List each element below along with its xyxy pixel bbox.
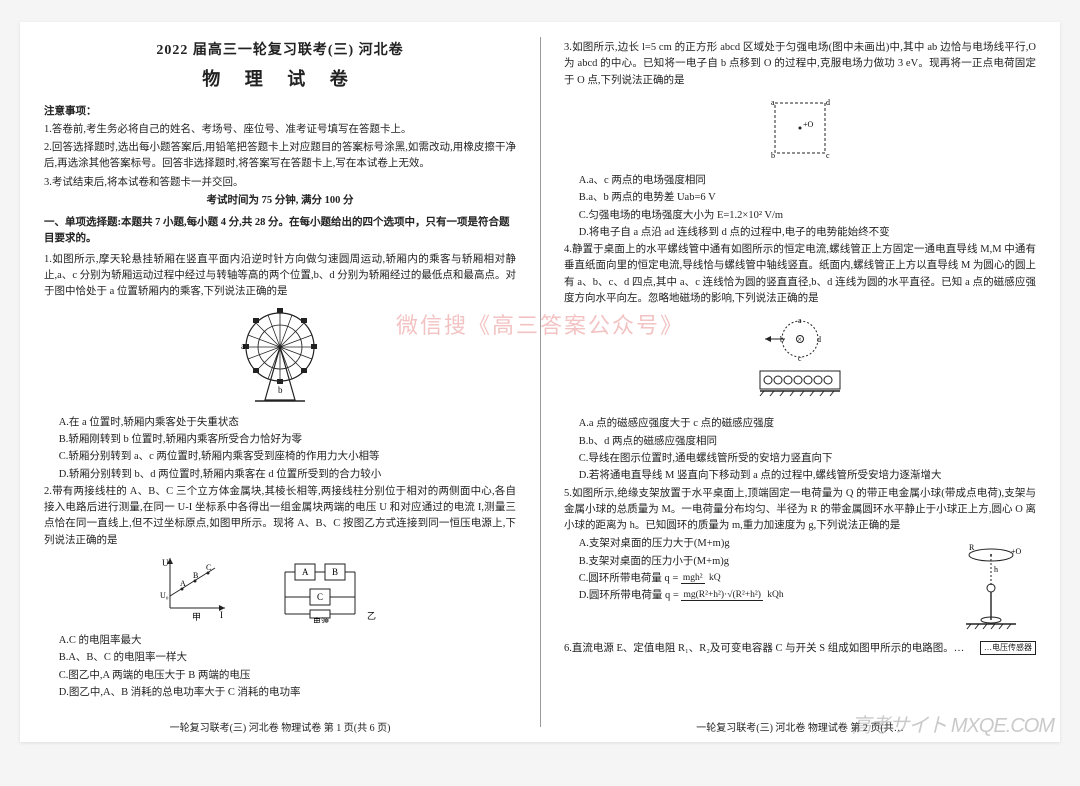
q3-opt-b: B.a、b 两点的电势差 Uab=6 V — [579, 190, 1036, 206]
q3-opt-a: A.a、c 两点的电场强度相同 — [579, 173, 1036, 189]
page-1-footer: 一轮复习联考(三) 河北卷 物理试卷 第 1 页(共 6 页) — [20, 721, 540, 737]
q5-figure: R +O h — [946, 540, 1036, 636]
q3-stem: 3.如图所示,边长 l=5 cm 的正方形 abcd 区域处于匀强电场(图中未画… — [564, 40, 1036, 89]
q3-opt-d: D.将电子自 a 点沿 ad 连线移到 d 点的过程中,电子的电势能始终不变 — [579, 225, 1036, 241]
q2-stem: 2.带有两接线柱的 A、B、C 三个立方体金属块,其棱长相等,两接线柱分别位于相… — [44, 484, 516, 549]
q2-opt-d: D.图乙中,A、B 消耗的总电功率大于 C 消耗的电功率 — [59, 685, 516, 701]
q2-figure: U I U₀ A B C 甲 A B C — [44, 553, 516, 629]
q1-opt-a: A.在 a 位置时,轿厢内乘客处于失重状态 — [59, 415, 516, 431]
q4-figure: a b d c × — [564, 311, 1036, 412]
q4-opt-d: D.若将通电直导线 M 竖直向下移动到 a 点的过程中,螺线管所受安培力逐渐增大 — [579, 468, 1036, 484]
svg-text:乙: 乙 — [367, 611, 376, 621]
q5-opt-d: D.圆环所带电荷量 q = mg(R²+h²)·√(R²+h²) kQh — [579, 588, 946, 604]
q6-stem: 6.直流电源 E、定值电阻 R₁、R₂及可变电容器 C 与开关 S 组成如图甲所… — [564, 641, 1036, 657]
svg-text:a: a — [771, 98, 775, 107]
svg-text:R: R — [969, 543, 975, 552]
svg-text:电源: 电源 — [313, 616, 329, 623]
sensor-label: …电压传感器 — [980, 641, 1036, 655]
svg-text:U: U — [162, 558, 169, 568]
notice-item-1: 1.答卷前,考生务必将自己的姓名、考场号、座位号、准考证号填写在答题卡上。 — [44, 122, 516, 138]
svg-text:+O: +O — [803, 120, 814, 129]
svg-text:C: C — [206, 563, 211, 572]
q4-opt-c: C.导线在图示位置时,通电螺线管所受的安培力竖直向下 — [579, 451, 1036, 467]
corner-watermark: 高考サイト MXQE.COM — [851, 709, 1054, 738]
svg-text:A: A — [180, 579, 186, 588]
q6-text: 6.直流电源 E、定值电阻 R₁、R₂及可变电容器 C 与开关 S 组成如图甲所… — [564, 643, 964, 654]
svg-text:U₀: U₀ — [160, 591, 169, 600]
q5-stem: 5.如图所示,绝缘支架放置于水平桌面上,顶端固定一电荷量为 Q 的带正电金属小球… — [564, 486, 1036, 535]
svg-text:c: c — [798, 354, 802, 363]
svg-text:B: B — [193, 571, 198, 580]
exam-paper-spread: 2022 届高三一轮复习联考(三) 河北卷 物 理 试 卷 注意事项： 1.答卷… — [20, 22, 1060, 742]
q3-options: A.a、c 两点的电场强度相同 B.a、b 两点的电势差 Uab=6 V C.匀… — [579, 173, 1036, 241]
q2-opt-b: B.A、B、C 的电阻率一样大 — [59, 650, 516, 666]
svg-text:a: a — [798, 316, 802, 325]
q2-options: A.C 的电阻率最大 B.A、B、C 的电阻率一样大 C.图乙中,A 两端的电压… — [59, 633, 516, 701]
q5-options: A.支架对桌面的压力大于(M+m)g B.支架对桌面的压力小于(M+m)g C.… — [579, 536, 946, 605]
svg-text:B: B — [332, 567, 338, 577]
square-field-icon: a d b c +O — [760, 93, 840, 163]
q4-opt-a: A.a 点的磁感应强度大于 c 点的磁感应强度 — [579, 416, 1036, 432]
q3-figure: a d b c +O — [564, 93, 1036, 169]
q1-stem: 1.如图所示,摩天轮悬挂轿厢在竖直平面内沿逆时针方向做匀速圆周运动,轿厢内的乘客… — [44, 252, 516, 301]
q5-c-num: mgh² — [681, 573, 705, 584]
fraction-icon: mgh² kQ — [681, 573, 723, 583]
svg-text:b: b — [278, 385, 283, 395]
q5-d-den: kQh — [765, 590, 785, 600]
q5-opt-c: C.圆环所带电荷量 q = mgh² kQ — [579, 571, 946, 587]
q2-opt-a: A.C 的电阻率最大 — [59, 633, 516, 649]
svg-text:+O: +O — [1011, 547, 1022, 556]
notice-item-2: 2.回答选择题时,选出每小题答案后,用铅笔把答题卡上对应题目的答案标号涂黑,如需… — [44, 140, 516, 173]
q4-opt-b: B.b、d 两点的磁感应强度相同 — [579, 434, 1036, 450]
q1-opt-d: D.轿厢分别转到 b、d 两位置时,轿厢内乘客在 d 位置所受到的合力较小 — [59, 467, 516, 483]
ring-stand-icon: R +O h — [951, 540, 1031, 630]
exam-title-line1: 2022 届高三一轮复习联考(三) 河北卷 — [44, 40, 516, 62]
svg-text:a: a — [241, 341, 245, 351]
page-2: 3.如图所示,边长 l=5 cm 的正方形 abcd 区域处于匀强电场(图中未画… — [540, 22, 1060, 742]
q5-c-den: kQ — [707, 573, 723, 583]
svg-text:×: × — [797, 335, 802, 344]
notice-item-3: 3.考试结束后,将本试卷和答题卡一并交回。 — [44, 175, 516, 191]
q1-opt-b: B.轿厢刚转到 b 位置时,轿厢内乘客所受合力恰好为零 — [59, 432, 516, 448]
notice-heading: 注意事项： — [44, 104, 516, 120]
svg-text:A: A — [302, 567, 309, 577]
svg-text:c: c — [826, 151, 830, 160]
q5-c-pre: C.圆环所带电荷量 q = — [579, 573, 681, 584]
page-1: 2022 届高三一轮复习联考(三) 河北卷 物 理 试 卷 注意事项： 1.答卷… — [20, 22, 540, 742]
fraction-icon: mg(R²+h²)·√(R²+h²) kQh — [681, 590, 785, 600]
q2-opt-c: C.图乙中,A 两端的电压大于 B 两端的电压 — [59, 668, 516, 684]
q4-stem: 4.静置于桌面上的水平螺线管中通有如图所示的恒定电流,螺线管正上方固定一通电直导… — [564, 242, 1036, 307]
svg-text:甲: 甲 — [192, 612, 201, 622]
solenoid-wire-icon: a b d c × — [725, 311, 875, 406]
exam-title-line2: 物 理 试 卷 — [44, 66, 516, 94]
svg-text:h: h — [994, 565, 998, 574]
ferris-wheel-icon: a b — [225, 305, 335, 405]
q5-opt-a: A.支架对桌面的压力大于(M+m)g — [579, 536, 946, 552]
section-1-heading: 一、单项选择题:本题共 7 小题,每小题 4 分,共 28 分。在每小题给出的四… — [44, 215, 516, 248]
svg-text:b: b — [771, 151, 775, 160]
svg-text:I: I — [220, 610, 223, 620]
q5-d-pre: D.圆环所带电荷量 q = — [579, 590, 682, 601]
exam-timing: 考试时间为 75 分钟, 满分 100 分 — [44, 193, 516, 209]
svg-text:C: C — [317, 592, 323, 602]
svg-text:d: d — [826, 98, 830, 107]
svg-text:d: d — [817, 335, 821, 344]
q1-opt-c: C.轿厢分别转到 a、c 两位置时,轿厢内乘客受到座椅的作用力大小相等 — [59, 449, 516, 465]
circuit-graph-icon: U I U₀ A B C 甲 A B C — [150, 553, 410, 623]
q1-figure: a b — [44, 305, 516, 411]
q4-options: A.a 点的磁感应强度大于 c 点的磁感应强度 B.b、d 两点的磁感应强度相同… — [579, 416, 1036, 484]
q3-opt-c: C.匀强电场的电场强度大小为 E=1.2×10² V/m — [579, 208, 1036, 224]
q5-d-num: mg(R²+h²)·√(R²+h²) — [681, 590, 762, 601]
q1-options: A.在 a 位置时,轿厢内乘客处于失重状态 B.轿厢刚转到 b 位置时,轿厢内乘… — [59, 415, 516, 483]
q5-opt-b: B.支架对桌面的压力小于(M+m)g — [579, 554, 946, 570]
